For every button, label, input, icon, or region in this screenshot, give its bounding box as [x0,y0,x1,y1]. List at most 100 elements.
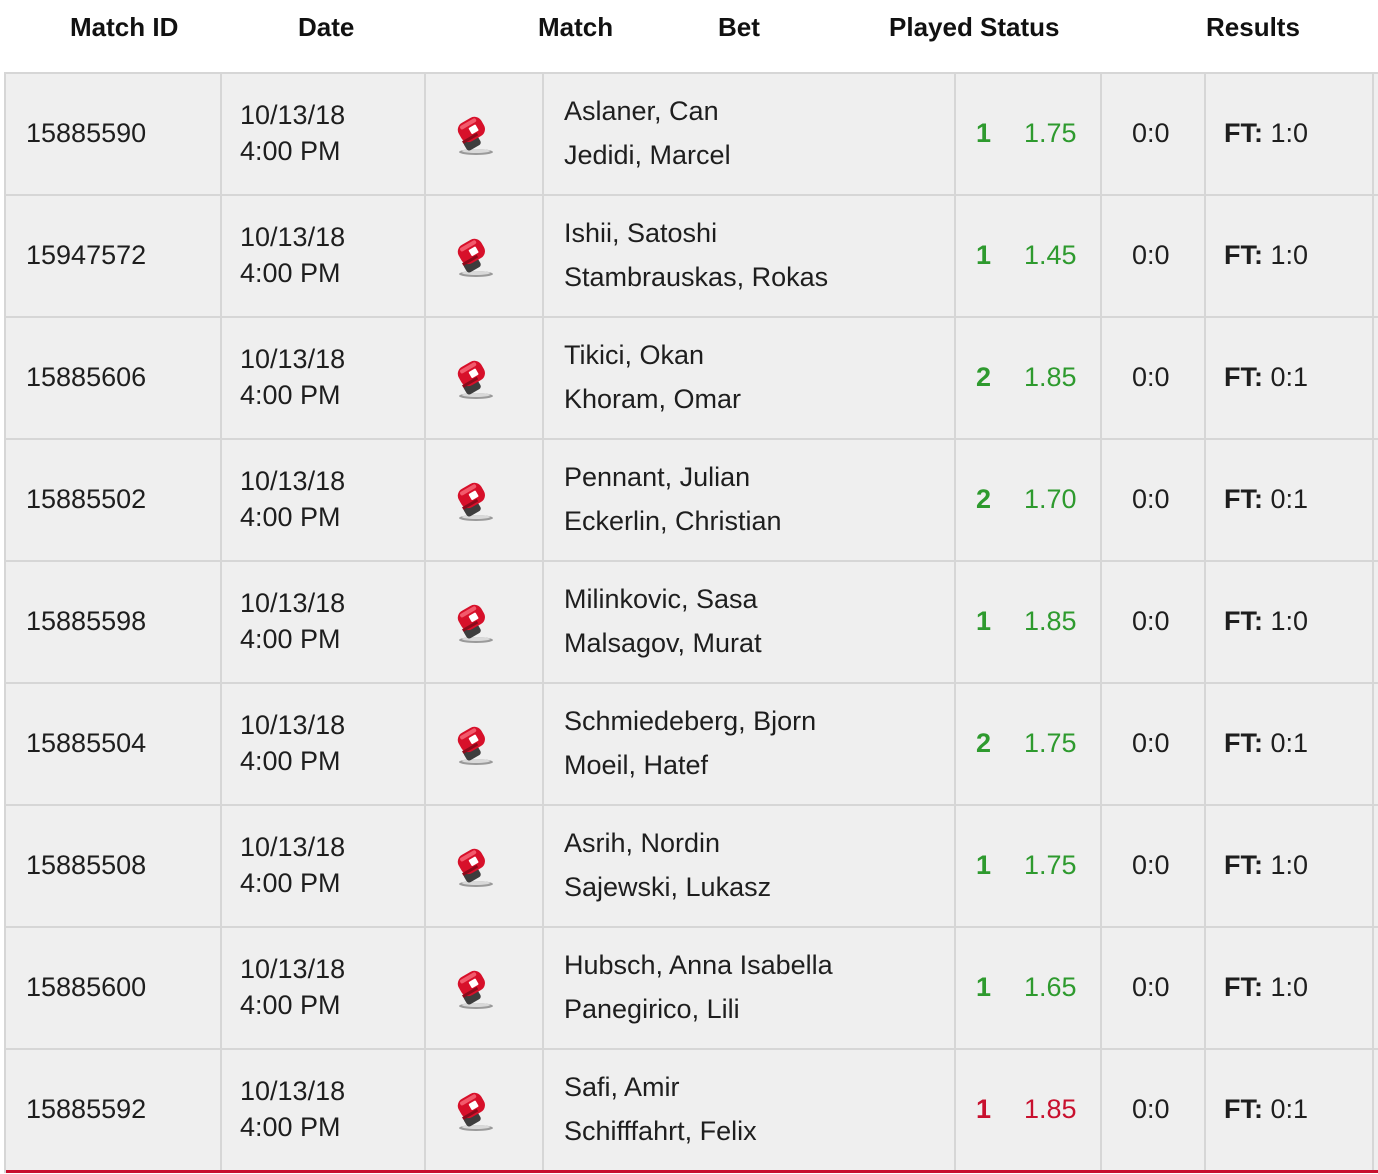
row-edge [1374,562,1378,682]
player-two[interactable]: Jedidi, Marcel [564,140,731,170]
match-cell[interactable]: Pennant, Julian Eckerlin, Christian [544,440,956,560]
bet-odds: 1.75 [1024,728,1077,758]
match-date: 10/13/18 [240,832,346,862]
bet-odds: 1.75 [1024,118,1077,148]
player-two[interactable]: Khoram, Omar [564,384,742,414]
bet-cell: 1 1.75 [956,806,1102,926]
result-text: FT: 1:0 [1224,972,1308,1003]
match-id-cell: 15885508 [6,806,222,926]
player-one[interactable]: Hubsch, Anna Isabella [564,950,833,980]
date-cell: 10/13/18 4:00 PM [222,562,426,682]
match-cell[interactable]: Safi, Amir Schifffahrt, Felix [544,1050,956,1170]
result-text: FT: 0:1 [1224,728,1308,759]
player-two[interactable]: Stambrauskas, Rokas [564,262,829,292]
match-id-cell: 15885600 [6,928,222,1048]
player-two[interactable]: Malsagov, Murat [564,628,762,658]
match-id: 15885606 [26,362,147,392]
bet-cell: 2 1.85 [956,318,1102,438]
result-cell: FT: 0:1 [1206,318,1374,438]
match-date: 10/13/18 [240,954,346,984]
table-row[interactable]: 15885590 10/13/18 4:00 PM [6,74,1378,196]
player-two[interactable]: Moeil, Hatef [564,750,709,780]
sport-icon-cell [426,318,544,438]
match-cell[interactable]: Schmiedeberg, Bjorn Moeil, Hatef [544,684,956,804]
bet-odds: 1.70 [1024,484,1077,514]
bet-pick: 1 [976,1094,992,1124]
match-time: 4:00 PM [240,258,341,288]
date-cell: 10/13/18 4:00 PM [222,684,426,804]
player-one[interactable]: Milinkovic, Sasa [564,584,758,614]
played-status-cell: 0:0 [1102,196,1206,316]
result-prefix: FT: [1224,850,1263,880]
table-row[interactable]: 15885508 10/13/18 4:00 PM [6,806,1378,928]
played-status: 0:0 [1132,484,1170,514]
row-edge [1374,440,1378,560]
match-time: 4:00 PM [240,990,341,1020]
player-one[interactable]: Ishii, Satoshi [564,218,718,248]
match-id: 15885502 [26,484,147,514]
header-played-status: Played Status [889,12,1060,42]
played-status-cell: 0:0 [1102,562,1206,682]
match-id-cell: 15885598 [6,562,222,682]
bets-table: 15885590 10/13/18 4:00 PM [4,72,1378,1173]
player-two[interactable]: Schifffahrt, Felix [564,1116,757,1146]
bet-pick: 1 [976,118,992,148]
result-score: 1:0 [1270,972,1309,1002]
bet-cell: 1 1.85 [956,1050,1102,1170]
result-prefix: FT: [1224,1094,1263,1124]
player-one[interactable]: Safi, Amir [564,1072,680,1102]
result-text: FT: 1:0 [1224,240,1308,271]
bet-odds: 1.75 [1024,850,1077,880]
match-time: 4:00 PM [240,136,341,166]
table-row[interactable]: 15885600 10/13/18 4:00 PM [6,928,1378,1050]
played-status-cell: 0:0 [1102,806,1206,926]
result-prefix: FT: [1224,728,1263,758]
table-row[interactable]: 15885504 10/13/18 4:00 PM [6,684,1378,806]
sport-icon-cell [426,928,544,1048]
match-cell[interactable]: Aslaner, Can Jedidi, Marcel [544,74,956,194]
played-status: 0:0 [1132,850,1170,880]
match-id-cell: 15885590 [6,74,222,194]
row-edge [1374,1050,1378,1170]
result-text: FT: 1:0 [1224,118,1308,149]
table-row[interactable]: 15885502 10/13/18 4:00 PM [6,440,1378,562]
result-cell: FT: 1:0 [1206,928,1374,1048]
player-one[interactable]: Tikici, Okan [564,340,705,370]
result-score: 0:1 [1270,1094,1309,1124]
player-one[interactable]: Pennant, Julian [564,462,751,492]
boxing-glove-icon [450,354,498,402]
boxing-glove-icon [450,720,498,768]
match-cell[interactable]: Asrih, Nordin Sajewski, Lukasz [544,806,956,926]
result-text: FT: 0:1 [1224,1094,1308,1125]
match-date: 10/13/18 [240,344,346,374]
result-score: 1:0 [1270,606,1309,636]
bet-pick: 1 [976,972,992,1002]
match-time: 4:00 PM [240,380,341,410]
player-one[interactable]: Asrih, Nordin [564,828,721,858]
player-two[interactable]: Sajewski, Lukasz [564,872,772,902]
match-date: 10/13/18 [240,222,346,252]
bet-cell: 1 1.85 [956,562,1102,682]
bet-pick: 1 [976,606,992,636]
played-status-cell: 0:0 [1102,74,1206,194]
bet-cell: 2 1.70 [956,440,1102,560]
played-status: 0:0 [1132,972,1170,1002]
player-two[interactable]: Eckerlin, Christian [564,506,782,536]
table-row[interactable]: 15885598 10/13/18 4:00 PM [6,562,1378,684]
match-cell[interactable]: Hubsch, Anna Isabella Panegirico, Lili [544,928,956,1048]
match-cell[interactable]: Ishii, Satoshi Stambrauskas, Rokas [544,196,956,316]
row-edge [1374,318,1378,438]
table-row[interactable]: 15885592 10/13/18 4:00 PM [6,1050,1378,1173]
match-id-cell: 15885606 [6,318,222,438]
match-cell[interactable]: Milinkovic, Sasa Malsagov, Murat [544,562,956,682]
match-cell[interactable]: Tikici, Okan Khoram, Omar [544,318,956,438]
bet-cell: 1 1.45 [956,196,1102,316]
table-row[interactable]: 15947572 10/13/18 4:00 PM [6,196,1378,318]
table-row[interactable]: 15885606 10/13/18 4:00 PM [6,318,1378,440]
boxing-glove-icon [450,1086,498,1134]
bet-cell: 2 1.75 [956,684,1102,804]
header-match-id: Match ID [70,12,179,42]
player-two[interactable]: Panegirico, Lili [564,994,740,1024]
player-one[interactable]: Schmiedeberg, Bjorn [564,706,817,736]
player-one[interactable]: Aslaner, Can [564,96,719,126]
